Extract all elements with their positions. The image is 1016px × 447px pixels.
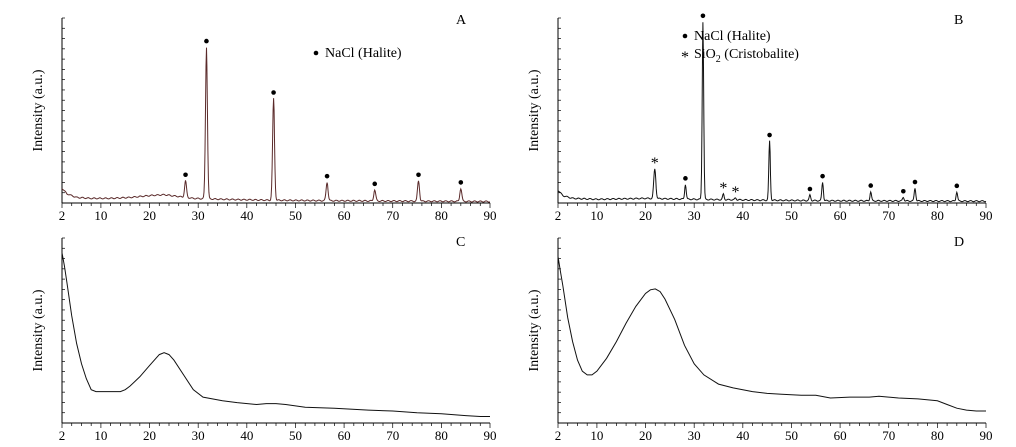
halite-peak-marker	[683, 176, 688, 181]
legend-cristobalite-marker: *	[681, 49, 689, 66]
halite-peak-marker	[807, 186, 813, 192]
panel-label: C	[456, 235, 465, 250]
halite-peak-marker	[901, 188, 906, 194]
x-tick-label: 40	[240, 428, 253, 443]
y-axis-label: Intensity (a.u.)	[527, 69, 542, 151]
x-tick-label: 10	[590, 208, 603, 223]
x-tick-label: 80	[435, 208, 448, 223]
x-tick-label: 20	[143, 428, 156, 443]
panel-b: 2 10 20 30 40 50 60 70 80 90 Intensity (a.u.) B * * * N…	[527, 13, 993, 223]
panel-a: 2 10 20 30 40 50 60 70 80 90 Intensity (a.u.) A NaCl…	[31, 13, 497, 223]
x-tick-label: 60	[338, 208, 351, 223]
halite-peak-marker	[204, 38, 209, 44]
x-tick-label: 90	[980, 428, 993, 443]
x-tick-label: 30	[192, 428, 205, 443]
x-tick-label: 70	[882, 208, 895, 223]
x-tick-label: 40	[736, 428, 749, 443]
x-tick-label: 60	[834, 428, 847, 443]
x-tick-label: 10	[94, 208, 107, 223]
x-tick-label: 40	[736, 208, 749, 223]
x-tick-label: 20	[639, 428, 652, 443]
panel-label: A	[456, 13, 467, 28]
x-tick-label: 60	[338, 428, 351, 443]
x-tick-label: 90	[484, 208, 497, 223]
x-tick-label: 2	[555, 208, 562, 223]
x-tick-label: 10	[590, 428, 603, 443]
xrd-trace-b	[557, 22, 987, 203]
x-tick-label: 30	[688, 428, 701, 443]
x-tick-label: 80	[931, 428, 944, 443]
x-tick-label: 50	[785, 208, 798, 223]
x-tick-label: 2	[555, 428, 562, 443]
halite-peak-marker	[271, 90, 276, 95]
panel-label: B	[954, 13, 963, 28]
panel-d: 2 10 20 30 40 50 60 70 80 90 Intensity (a.u.) D	[527, 235, 993, 443]
legend-entry: NaCl (Halite)	[694, 29, 771, 44]
x-tick-label: 80	[435, 428, 448, 443]
legend-entry: NaCl (Halite)	[325, 46, 402, 61]
x-tick-label: 90	[980, 208, 993, 223]
x-tick-label: 2	[59, 428, 66, 443]
x-tick-label: 70	[386, 208, 399, 223]
y-axis-label: Intensity (a.u.)	[527, 289, 542, 371]
panel-label: D	[954, 235, 964, 250]
halite-peak-marker	[324, 173, 330, 179]
xrd-trace-d	[557, 256, 986, 412]
halite-peak-marker	[700, 13, 706, 19]
legend-halite-marker	[313, 50, 319, 56]
legend-halite-marker	[682, 33, 688, 39]
xrd-trace-c	[61, 252, 490, 417]
x-tick-label: 50	[289, 208, 302, 223]
halite-peak-marker	[372, 181, 378, 187]
x-tick-label: 50	[289, 428, 302, 443]
halite-peak-marker	[954, 183, 960, 189]
x-tick-label: 30	[688, 208, 701, 223]
halite-peak-marker	[820, 173, 825, 179]
x-tick-label: 90	[484, 428, 497, 443]
halite-peak-marker	[912, 179, 918, 185]
y-axis-label: Intensity (a.u.)	[31, 289, 46, 371]
x-tick-label: 10	[94, 428, 107, 443]
x-tick-label: 60	[834, 208, 847, 223]
cristobalite-peak-marker: *	[732, 184, 740, 201]
x-tick-label: 40	[240, 208, 253, 223]
halite-peak-marker	[416, 172, 421, 178]
halite-peak-marker	[458, 180, 464, 185]
cristobalite-peak-marker: *	[719, 180, 727, 197]
cristobalite-peak-marker: *	[651, 155, 659, 172]
xrd-trace-a	[61, 47, 491, 203]
halite-peak-marker	[767, 132, 772, 138]
panel-c: 2 10 20 30 40 50 60 70 80 90 Intensity (a.u.) C	[31, 235, 497, 443]
legend-entry: SiO2 (Cristobalite)	[694, 47, 799, 65]
x-tick-label: 70	[386, 428, 399, 443]
x-tick-label: 50	[785, 428, 798, 443]
x-tick-label: 20	[639, 208, 652, 223]
x-tick-label: 70	[882, 428, 895, 443]
x-tick-label: 80	[931, 208, 944, 223]
y-axis-label: Intensity (a.u.)	[31, 69, 46, 151]
x-tick-label: 20	[143, 208, 156, 223]
x-tick-label: 30	[192, 208, 205, 223]
x-tick-label: 2	[59, 208, 66, 223]
halite-peak-marker	[183, 172, 188, 178]
halite-peak-marker	[868, 183, 874, 188]
